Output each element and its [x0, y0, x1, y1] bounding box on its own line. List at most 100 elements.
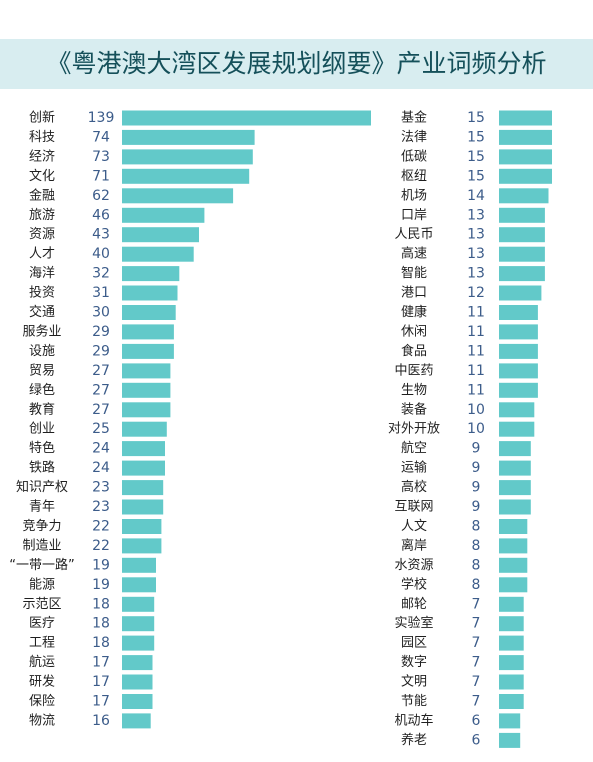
category-label: 投资 — [29, 285, 55, 301]
value-label: 11 — [467, 382, 485, 398]
bar — [499, 110, 552, 126]
value-label: 18 — [92, 635, 110, 651]
value-label: 13 — [467, 207, 485, 223]
bar — [122, 305, 176, 320]
category-label: 工程 — [29, 636, 55, 651]
category-label: 机场 — [401, 188, 427, 203]
value-label: 6 — [472, 713, 481, 729]
value-label: 17 — [92, 674, 110, 690]
category-label: 园区 — [401, 636, 427, 651]
bar — [122, 460, 165, 476]
bar — [122, 596, 155, 612]
value-label: 43 — [92, 227, 110, 243]
category-label: 高速 — [401, 246, 427, 262]
value-label: 23 — [92, 499, 110, 515]
category-label: 数字 — [401, 655, 427, 670]
category-label: 食品 — [401, 343, 427, 359]
category-label: 邮轮 — [401, 597, 427, 612]
value-label: 13 — [467, 227, 485, 243]
bar — [122, 519, 162, 534]
value-label: 7 — [472, 694, 481, 710]
bar — [122, 227, 199, 243]
bar — [122, 110, 371, 126]
category-label: 人才 — [29, 247, 55, 262]
bar — [499, 343, 538, 359]
value-label: 139 — [88, 110, 115, 126]
category-label: 设施 — [29, 344, 55, 359]
value-label: 11 — [467, 343, 485, 359]
category-label: 交通 — [29, 304, 55, 320]
bar — [122, 343, 174, 359]
value-label: 17 — [92, 694, 110, 710]
bar — [122, 499, 164, 515]
category-label: 对外开放 — [388, 422, 440, 437]
category-label: 物流 — [29, 713, 55, 728]
bar — [499, 149, 552, 165]
category-label: 研发 — [29, 674, 55, 690]
bar — [499, 616, 524, 632]
value-label: 15 — [467, 149, 485, 165]
bar — [499, 441, 531, 457]
value-label: 6 — [472, 732, 481, 748]
value-label: 17 — [92, 655, 110, 671]
category-label: 中医药 — [394, 363, 433, 378]
category-label: 港口 — [401, 286, 427, 301]
value-label: 7 — [472, 635, 481, 651]
category-label: 基金 — [401, 110, 427, 126]
value-label: 40 — [92, 246, 110, 262]
bar — [499, 227, 545, 243]
value-label: 7 — [472, 596, 481, 612]
value-label: 32 — [92, 266, 110, 282]
category-label: 机动车 — [394, 712, 433, 728]
value-label: 10 — [467, 421, 485, 437]
category-label: 高校 — [401, 479, 427, 495]
value-label: 29 — [92, 343, 110, 359]
value-label: 71 — [92, 168, 110, 184]
bar — [122, 285, 178, 301]
bar — [122, 538, 162, 554]
category-label: 人民币 — [394, 227, 433, 242]
category-label: 口岸 — [401, 208, 427, 223]
value-label: 22 — [92, 538, 110, 554]
category-label: 节能 — [401, 694, 427, 709]
value-label: 14 — [467, 188, 485, 204]
category-label: 运输 — [401, 460, 427, 476]
value-label: 15 — [467, 110, 485, 126]
value-label: 8 — [472, 557, 481, 573]
value-label: 8 — [472, 518, 481, 534]
bar — [122, 713, 151, 729]
value-label: 22 — [92, 518, 110, 534]
bar — [499, 519, 528, 534]
bar — [122, 557, 156, 573]
bar — [499, 538, 528, 554]
chart-title: 《粤港澳大湾区发展规划纲要》产业词频分析 — [46, 49, 547, 78]
category-label: 人文 — [401, 519, 427, 534]
category-label: 健康 — [401, 304, 427, 320]
bar — [499, 557, 528, 573]
category-label: 水资源 — [394, 558, 433, 573]
category-label: 旅游 — [29, 208, 55, 223]
bar — [499, 246, 545, 262]
bar — [122, 149, 253, 165]
category-label: 制造业 — [22, 538, 61, 553]
value-label: 7 — [472, 616, 481, 632]
category-label: 知识产权 — [16, 479, 68, 495]
category-label: 装备 — [401, 401, 427, 417]
value-label: 29 — [92, 324, 110, 340]
bar — [122, 188, 234, 204]
category-label: 低碳 — [401, 149, 427, 164]
category-label: 绿色 — [29, 382, 55, 398]
title-band: 《粤港澳大湾区发展规划纲要》产业词频分析 — [0, 39, 593, 89]
category-label: 示范区 — [22, 597, 61, 612]
value-label: 24 — [92, 460, 110, 476]
value-label: 9 — [472, 480, 481, 496]
bar — [499, 285, 542, 301]
category-label: 航运 — [29, 654, 55, 670]
bar — [122, 480, 164, 496]
value-label: 73 — [92, 149, 110, 165]
bar — [499, 129, 552, 145]
bar — [122, 674, 153, 690]
bar — [499, 402, 535, 418]
bar — [122, 616, 155, 632]
value-label: 25 — [92, 421, 110, 437]
